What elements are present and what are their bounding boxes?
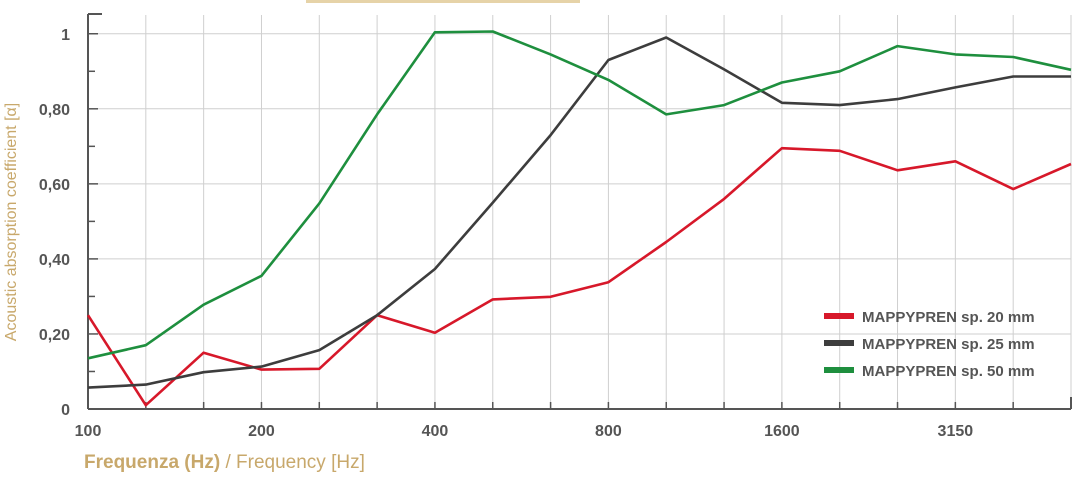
x-tick-label: 800 bbox=[595, 423, 622, 440]
y-tick-labels: 0 0,20 0,40 0,60 0,80 1 bbox=[39, 27, 70, 419]
x-tick-label: 100 bbox=[75, 423, 102, 440]
series-line-3 bbox=[87, 30, 1072, 360]
y-tick-label: 0,40 bbox=[39, 252, 70, 269]
series-lines bbox=[86, 30, 1072, 407]
axes bbox=[87, 13, 1072, 410]
x-tick-label: 200 bbox=[248, 423, 275, 440]
line-chart: 00,200,400,600,801 100 200 400 800 1600 3150 … bbox=[3, 13, 1072, 440]
legend-swatch bbox=[824, 367, 854, 373]
legend-swatch bbox=[824, 340, 854, 346]
legend-label: MAPPYPREN sp. 20 mm bbox=[862, 309, 1035, 326]
legend: MAPPYPREN sp. 20 mm MAPPYPREN sp. 25 mm MA… bbox=[824, 309, 1035, 380]
y-tick-label: 0,60 bbox=[39, 177, 70, 194]
x-tick-labels: 100 200 400 800 1600 3150 bbox=[75, 423, 974, 440]
y-axis-label: Acoustic absorption coefficient [α] bbox=[3, 103, 20, 341]
y-tick-label: 1 bbox=[61, 27, 70, 44]
x-axis-label: Frequenza (Hz) / Frequency [Hz] bbox=[84, 452, 365, 474]
grid-lines bbox=[87, 15, 1072, 410]
x-axis-label-english: / Frequency [Hz] bbox=[220, 452, 365, 473]
series-line-2 bbox=[87, 36, 1071, 389]
x-tick-label: 1600 bbox=[764, 423, 800, 440]
x-tick-label: 3150 bbox=[938, 423, 974, 440]
y-tick-label: 0,80 bbox=[39, 102, 70, 119]
legend-label: MAPPYPREN sp. 50 mm bbox=[862, 363, 1035, 380]
y-tick-label: 0 bbox=[61, 402, 70, 419]
header-accent-bar bbox=[306, 0, 580, 3]
x-axis-label-italian: Frequenza (Hz) bbox=[84, 452, 221, 473]
y-tick-label: 0,20 bbox=[39, 327, 70, 344]
legend-swatch bbox=[824, 313, 854, 319]
legend-label: MAPPYPREN sp. 25 mm bbox=[862, 336, 1035, 353]
x-tick-label: 400 bbox=[422, 423, 449, 440]
